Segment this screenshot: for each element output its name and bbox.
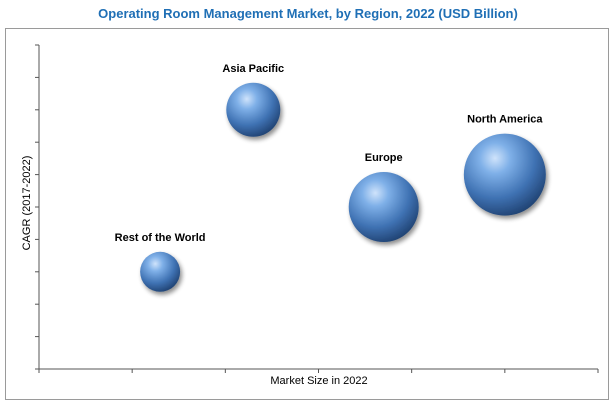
y-axis-label: CAGR (2017-2022) [21,156,33,251]
bubble-label-rest-of-the-world: Rest of the World [115,232,206,244]
bubble-asia-pacific [226,82,281,137]
chart-title: Operating Room Management Market, by Reg… [98,6,518,21]
bubble-label-europe: Europe [365,152,403,164]
bubble-label-asia-pacific: Asia Pacific [222,63,284,75]
bubble-label-north-america: North America [467,114,543,126]
bubble-rest-of-the-world [140,251,181,292]
bubble-europe [348,172,419,242]
bubble-north-america [463,133,546,216]
chart-frame [5,28,609,400]
x-axis-label: Market Size in 2022 [270,375,367,387]
